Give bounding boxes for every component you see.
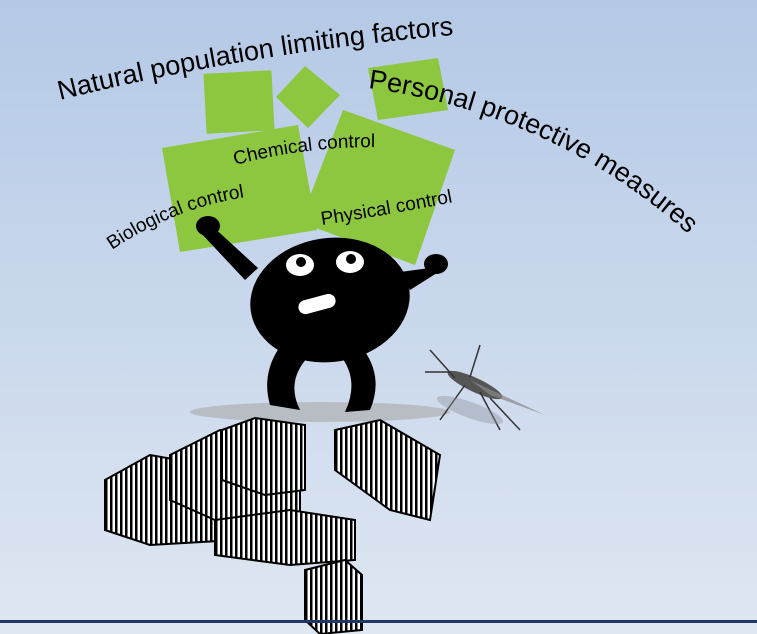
bottom-rule <box>0 620 757 623</box>
page: {"slide": {"labels": ["Natural populatio… <box>0 0 757 634</box>
pupil <box>296 257 306 267</box>
hand <box>424 254 448 274</box>
slide: Natural population limiting factors Pers… <box>0 0 757 634</box>
shadow <box>190 402 450 422</box>
brick <box>215 510 355 565</box>
block <box>203 70 274 133</box>
brick <box>222 418 305 495</box>
pupil <box>346 254 356 264</box>
hand <box>196 216 220 236</box>
